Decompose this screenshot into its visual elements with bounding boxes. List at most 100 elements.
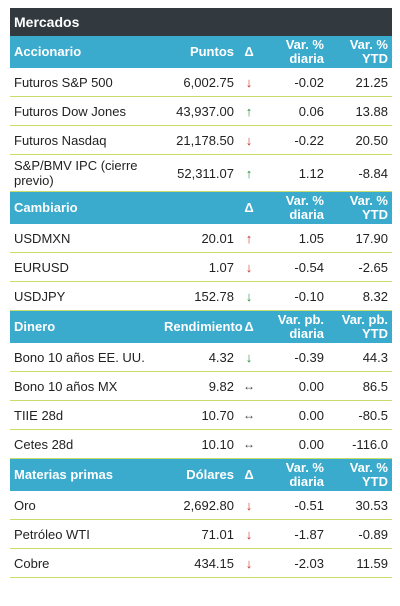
section-header: Cambiario Δ Var. % diaria Var. % YTD <box>10 191 392 224</box>
ytd-change: 86.5 <box>328 371 392 401</box>
instrument-name: TIIE 28d <box>10 400 160 430</box>
table-row: USDMXN 20.01 ↑ 1.05 17.90 <box>10 224 392 253</box>
instrument-value: 71.01 <box>160 519 238 549</box>
daily-change: -0.54 <box>260 252 328 282</box>
table-row: EURUSD 1.07 ↓ -0.54 -2.65 <box>10 252 392 282</box>
arrow-down-icon: ↓ <box>245 555 253 571</box>
trend-cell: ↔ <box>238 429 260 459</box>
instrument-value: 1.07 <box>160 252 238 282</box>
table-row: Futuros Nasdaq 21,178.50 ↓ -0.22 20.50 <box>10 125 392 155</box>
instrument-name: EURUSD <box>10 252 160 282</box>
instrument-value: 20.01 <box>160 224 238 253</box>
markets-table: Accionario Puntos Δ Var. % diaria Var. % YTD… <box>10 36 392 578</box>
ytd-change: -0.89 <box>328 519 392 549</box>
arrow-up-icon: ↑ <box>245 230 253 246</box>
arrow-down-icon: ↓ <box>245 259 253 275</box>
column-header: Cambiario <box>10 191 160 224</box>
arrow-down-icon: ↓ <box>245 288 253 304</box>
arrow-left-right-icon: ↔ <box>243 437 255 451</box>
instrument-name: Futuros S&P 500 <box>10 68 160 97</box>
instrument-name: Cobre <box>10 548 160 578</box>
table-row: TIIE 28d 10.70 ↔ 0.00 -80.5 <box>10 400 392 430</box>
table-row: Oro 2,692.80 ↓ -0.51 30.53 <box>10 491 392 520</box>
daily-change: -0.10 <box>260 281 328 311</box>
column-header: Materias primas <box>10 458 160 491</box>
table-row: Petróleo WTI 71.01 ↓ -1.87 -0.89 <box>10 519 392 549</box>
trend-cell: ↔ <box>238 371 260 401</box>
ytd-change: -116.0 <box>328 429 392 459</box>
column-header: Rendimiento <box>160 310 243 343</box>
arrow-up-icon: ↑ <box>245 103 253 119</box>
instrument-value: 52,311.07 <box>160 154 238 192</box>
column-header <box>160 191 238 224</box>
daily-change: 0.00 <box>260 371 328 401</box>
daily-change: 0.00 <box>260 429 328 459</box>
section-header: Accionario Puntos Δ Var. % diaria Var. % YTD <box>10 36 392 68</box>
arrow-down-icon: ↓ <box>245 74 253 90</box>
trend-cell: ↓ <box>238 343 260 372</box>
table-row: Bono 10 años MX 9.82 ↔ 0.00 86.5 <box>10 371 392 401</box>
instrument-value: 9.82 <box>160 371 238 401</box>
instrument-value: 43,937.00 <box>160 96 238 126</box>
column-header: Δ <box>238 191 260 224</box>
arrow-down-icon: ↓ <box>245 349 253 365</box>
column-header: Dinero <box>10 310 160 343</box>
instrument-name: Futuros Nasdaq <box>10 125 160 155</box>
trend-cell: ↑ <box>238 224 260 253</box>
ytd-change: -2.65 <box>328 252 392 282</box>
instrument-value: 6,002.75 <box>160 68 238 97</box>
daily-change: -2.03 <box>260 548 328 578</box>
arrow-down-icon: ↓ <box>245 526 253 542</box>
daily-change: 0.06 <box>260 96 328 126</box>
daily-change: 1.05 <box>260 224 328 253</box>
trend-cell: ↓ <box>238 519 260 549</box>
ytd-change: 13.88 <box>328 96 392 126</box>
column-header: Dólares <box>160 458 238 491</box>
instrument-value: 152.78 <box>160 281 238 311</box>
table-row: Bono 10 años EE. UU. 4.32 ↓ -0.39 44.3 <box>10 343 392 372</box>
instrument-name: USDMXN <box>10 224 160 253</box>
section-header: Materias primas Dólares Δ Var. % diaria Var.… <box>10 458 392 491</box>
instrument-name: Cetes 28d <box>10 429 160 459</box>
arrow-down-icon: ↓ <box>245 497 253 513</box>
instrument-name: Bono 10 años MX <box>10 371 160 401</box>
instrument-name: Futuros Dow Jones <box>10 96 160 126</box>
column-header: Δ <box>238 36 260 68</box>
table-row: Futuros S&P 500 6,002.75 ↓ -0.02 21.25 <box>10 68 392 97</box>
instrument-name: S&P/BMV IPC (cierre previo) <box>10 154 160 192</box>
table-row: Futuros Dow Jones 43,937.00 ↑ 0.06 13.88 <box>10 96 392 126</box>
ytd-change: 11.59 <box>328 548 392 578</box>
arrow-up-icon: ↑ <box>245 165 253 181</box>
arrow-down-icon: ↓ <box>245 132 253 148</box>
arrow-left-right-icon: ↔ <box>243 408 255 422</box>
ytd-change: 21.25 <box>328 68 392 97</box>
daily-change: 1.12 <box>260 154 328 192</box>
trend-cell: ↓ <box>238 252 260 282</box>
trend-cell: ↓ <box>238 491 260 520</box>
ytd-change: 8.32 <box>328 281 392 311</box>
trend-cell: ↓ <box>238 125 260 155</box>
ytd-change: 20.50 <box>328 125 392 155</box>
daily-change: -0.22 <box>260 125 328 155</box>
instrument-value: 2,692.80 <box>160 491 238 520</box>
column-header: Puntos <box>160 36 238 68</box>
daily-change: -1.87 <box>260 519 328 549</box>
markets-panel: Mercados Accionario Puntos Δ Var. % diaria V… <box>10 8 392 578</box>
daily-change: -0.39 <box>260 343 328 372</box>
section-header: Dinero Rendimiento Δ Var. pb. diaria Var. pb… <box>10 310 392 343</box>
instrument-value: 10.70 <box>160 400 238 430</box>
table-row: USDJPY 152.78 ↓ -0.10 8.32 <box>10 281 392 311</box>
column-header: Var. % YTD <box>328 36 392 68</box>
instrument-value: 4.32 <box>160 343 238 372</box>
daily-change: 0.00 <box>260 400 328 430</box>
column-header: Var. % YTD <box>328 458 392 491</box>
ytd-change: 30.53 <box>328 491 392 520</box>
ytd-change: -80.5 <box>328 400 392 430</box>
column-header: Var. pb. diaria <box>260 310 328 343</box>
column-header: Var. pb. YTD <box>328 310 392 343</box>
trend-cell: ↓ <box>238 281 260 311</box>
instrument-value: 21,178.50 <box>160 125 238 155</box>
column-header: Δ <box>238 458 260 491</box>
ytd-change: 17.90 <box>328 224 392 253</box>
instrument-value: 434.15 <box>160 548 238 578</box>
